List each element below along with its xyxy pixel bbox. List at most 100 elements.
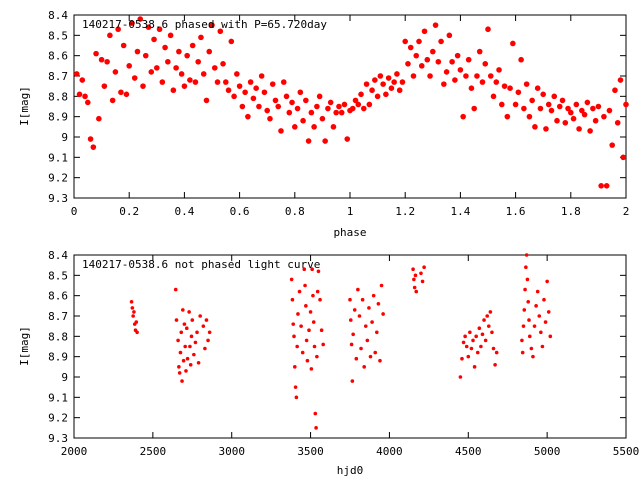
- phased-data-point: [96, 115, 102, 122]
- unphased-data-point: [371, 293, 376, 298]
- phased-data-point: [465, 56, 472, 63]
- phased-data-point: [363, 81, 370, 87]
- phased-data-point: [534, 85, 541, 91]
- unphased-data-point: [375, 330, 379, 335]
- phased-data-point: [223, 79, 229, 85]
- unphased-data-point: [545, 279, 549, 284]
- unphased-x-tick-label: 2500: [140, 445, 167, 458]
- phased-data-point: [316, 93, 323, 100]
- unphased-y-tick-label: 8.6: [48, 290, 68, 303]
- phased-x-tick-label: 1.8: [561, 205, 581, 218]
- phased-data-point: [261, 89, 268, 96]
- unphased-data-point: [177, 365, 181, 369]
- phased-data-point: [167, 32, 174, 39]
- unphased-data-point: [531, 354, 535, 359]
- phased-data-point: [614, 119, 621, 126]
- unphased-data-point: [181, 308, 185, 312]
- phased-data-point: [427, 73, 433, 79]
- phased-data-point: [570, 115, 577, 122]
- phased-data-point: [341, 101, 348, 108]
- unphased-data-points: [129, 253, 553, 430]
- phased-data-point: [418, 63, 425, 69]
- phased-data-point: [314, 103, 320, 110]
- unphased-data-point: [526, 299, 531, 304]
- unphased-y-tick-label: 9.2: [48, 412, 68, 425]
- phased-data-point: [526, 113, 533, 120]
- phased-data-point: [242, 89, 248, 96]
- phased-data-point: [112, 69, 119, 75]
- phased-data-point: [200, 71, 207, 77]
- phased-data-point: [272, 97, 279, 104]
- unphased-data-point: [348, 297, 352, 302]
- unphased-data-point: [302, 267, 307, 272]
- phased-data-point: [391, 79, 397, 85]
- unphased-data-point: [204, 318, 209, 322]
- phased-data-point: [441, 81, 447, 87]
- phased-data-point: [504, 113, 511, 120]
- phased-data-point: [551, 93, 558, 100]
- phased-data-point: [231, 93, 237, 100]
- phased-data-point: [579, 107, 585, 114]
- phased-data-point: [482, 61, 489, 67]
- phased-data-point: [545, 101, 552, 108]
- phased-data-point: [278, 128, 284, 134]
- phased-data-point: [554, 117, 560, 124]
- phased-data-point: [289, 99, 295, 106]
- unphased-data-point: [290, 297, 295, 302]
- unphased-data-point: [542, 297, 546, 302]
- unphased-data-point: [471, 338, 475, 343]
- unphased-data-point: [469, 346, 474, 351]
- phased-data-point: [416, 38, 422, 45]
- phased-data-point: [176, 48, 182, 55]
- unphased-data-point: [196, 360, 201, 365]
- unphased-data-point: [422, 265, 426, 270]
- phased-x-tick-label: 0.6: [230, 205, 250, 218]
- phased-data-point: [623, 101, 629, 108]
- phased-data-point: [131, 75, 138, 81]
- unphased-data-point: [483, 338, 488, 343]
- phased-data-point: [443, 69, 450, 75]
- unphased-data-point: [182, 322, 187, 326]
- phased-data-point: [253, 85, 259, 91]
- unphased-data-point: [203, 346, 207, 351]
- phased-data-point: [521, 105, 527, 112]
- unphased-data-point: [464, 344, 469, 349]
- phased-x-tick-label: 0.8: [285, 205, 305, 218]
- phased-data-point: [134, 48, 141, 55]
- unphased-data-point: [295, 344, 299, 349]
- unphased-data-point: [299, 324, 303, 328]
- phased-data-point: [507, 85, 513, 91]
- phased-data-point: [562, 119, 569, 126]
- phased-data-point: [556, 103, 563, 110]
- unphased-data-point: [491, 346, 496, 351]
- phased-data-point: [460, 113, 466, 120]
- phased-data-point: [468, 85, 475, 91]
- phased-data-point: [140, 83, 146, 89]
- phased-data-point: [297, 89, 304, 96]
- phased-data-point: [352, 97, 359, 104]
- phased-data-point: [598, 183, 604, 189]
- phased-data-point: [245, 113, 251, 120]
- unphased-data-point: [183, 344, 187, 349]
- phased-data-point: [250, 95, 257, 102]
- unphased-data-point: [129, 299, 134, 304]
- phased-data-point: [532, 124, 538, 130]
- phased-data-point: [225, 87, 232, 94]
- phased-data-point: [90, 144, 97, 150]
- phased-data-point: [148, 69, 155, 75]
- unphased-data-point: [350, 379, 355, 383]
- unphased-data-point: [412, 285, 417, 290]
- phased-data-point: [355, 101, 362, 108]
- unphased-data-point: [524, 253, 529, 257]
- phased-data-point: [584, 99, 591, 106]
- unphased-data-point: [475, 350, 480, 355]
- unphased-data-point: [174, 318, 179, 322]
- phased-x-axis-label: phase: [333, 226, 366, 239]
- unphased-data-point: [130, 306, 135, 310]
- unphased-data-point: [548, 334, 553, 339]
- phased-data-point: [118, 89, 124, 96]
- unphased-data-point: [207, 330, 212, 335]
- phased-data-point: [198, 34, 204, 41]
- phased-data-point: [512, 101, 519, 108]
- unphased-data-point: [314, 426, 318, 430]
